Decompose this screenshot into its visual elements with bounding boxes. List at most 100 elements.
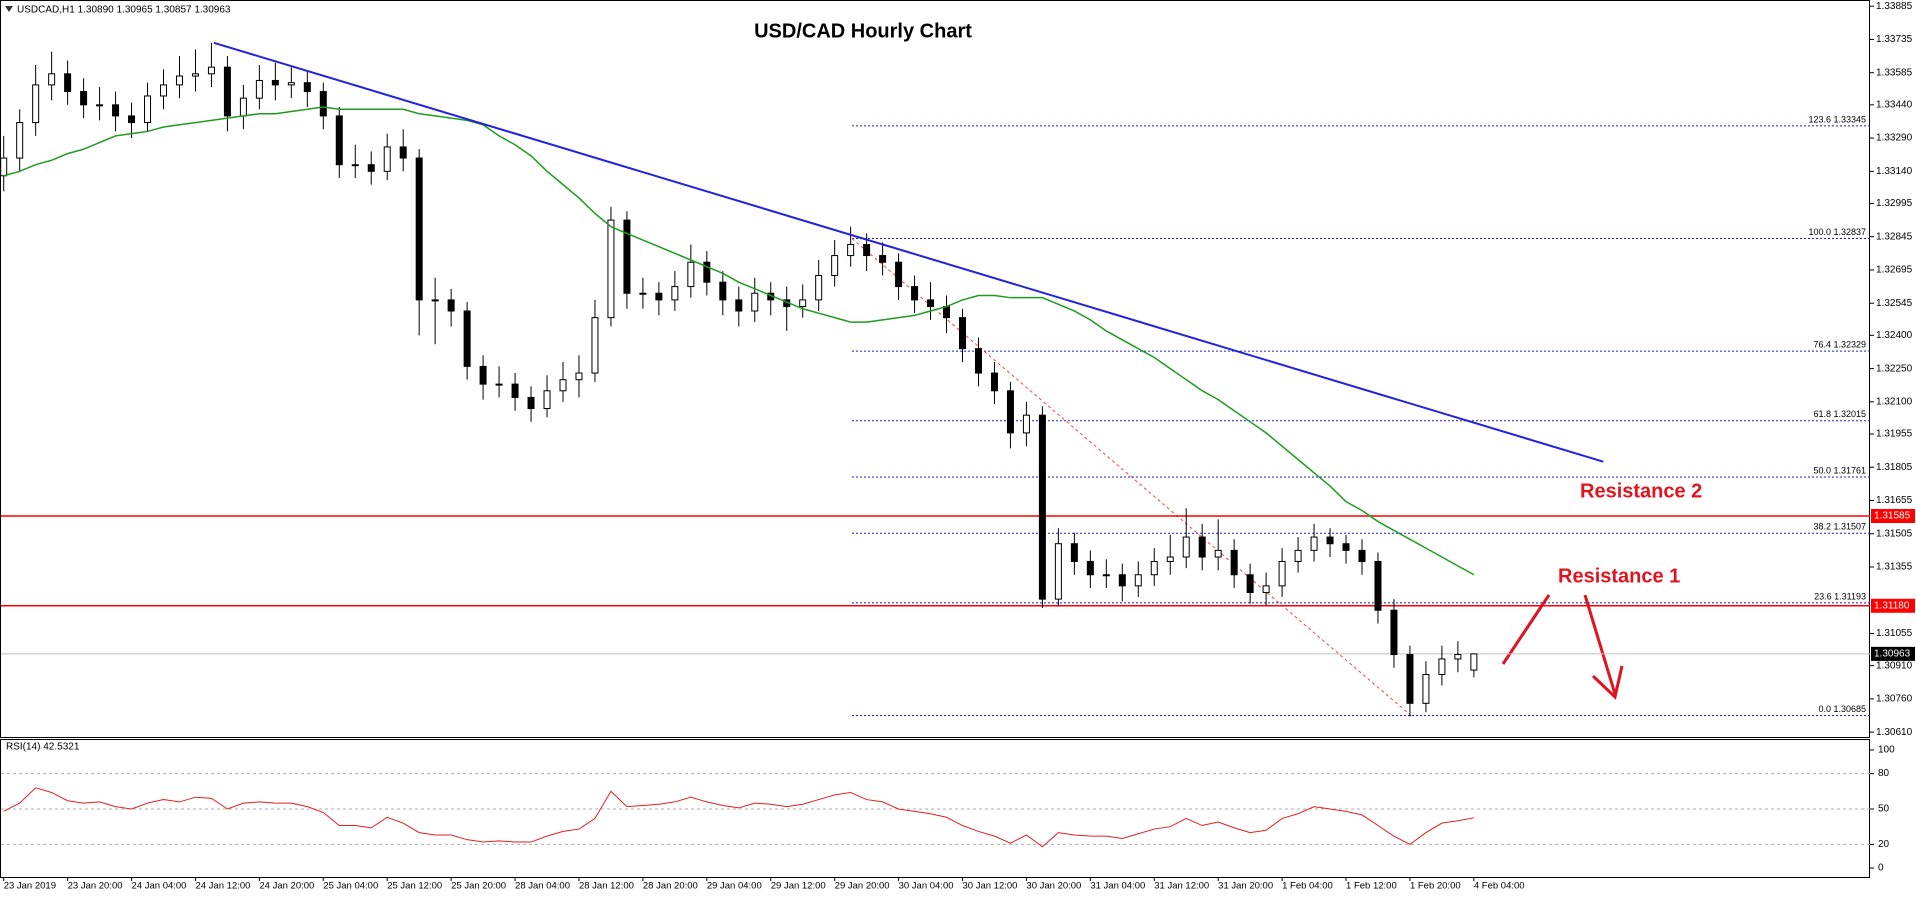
y-tick-label: 1.30910 (1876, 660, 1913, 671)
candle-body (1374, 560, 1382, 611)
candle-body (1246, 574, 1254, 593)
y-tick-label: 1.30610 (1876, 727, 1913, 738)
y-tick-label: 1.32400 (1876, 330, 1913, 341)
y-tick-label: 1.33140 (1876, 166, 1913, 177)
candle-body (383, 146, 391, 172)
candle-body (1294, 549, 1302, 562)
candle-body (639, 292, 647, 295)
y-tick-label: 1.33585 (1876, 67, 1913, 78)
candle-body (399, 146, 407, 159)
candle-body (511, 383, 519, 398)
candle-body (495, 383, 503, 386)
x-tick-label: 4 Feb 04:00 (1474, 881, 1525, 892)
fib-label: 61.8 1.32015 (1813, 409, 1866, 419)
candle-body (671, 286, 679, 301)
candle-body (223, 66, 231, 117)
candle-body (959, 317, 966, 350)
candle-body (831, 255, 839, 277)
candle-body (303, 82, 311, 93)
candle-body (1150, 560, 1158, 576)
annotation: Resistance 1 (1558, 565, 1680, 587)
chart-header: USDCAD,H1 1.30890 1.30965 1.30857 1.3096… (17, 5, 231, 16)
x-tick-label: 29 Jan 12:00 (771, 881, 826, 892)
y-tick-label: 1.31655 (1876, 495, 1913, 506)
candle-body (719, 281, 727, 301)
x-tick-label: 30 Jan 04:00 (899, 881, 954, 892)
candle-body (1326, 536, 1334, 545)
fib-label: 76.4 1.32329 (1813, 339, 1866, 349)
y-tick-label: 1.31955 (1876, 429, 1913, 440)
x-tick-label: 30 Jan 20:00 (1026, 881, 1081, 892)
candle-body (799, 299, 807, 308)
candle-body (96, 104, 104, 107)
candle-body (1438, 658, 1446, 675)
x-tick-label: 25 Jan 04:00 (323, 881, 378, 892)
candle-body (927, 299, 935, 308)
rsi-panel (0, 739, 1870, 878)
candle-body (1070, 543, 1078, 562)
candle-body (415, 157, 423, 301)
y-tick-label: 1.33440 (1876, 99, 1913, 110)
candle-body (319, 91, 327, 117)
x-tick-label: 29 Jan 04:00 (707, 881, 762, 892)
candle-body (943, 306, 951, 319)
candle-body (16, 122, 24, 159)
y-tick-label: 1.33735 (1876, 34, 1913, 45)
candle-body (607, 219, 615, 319)
price-label-box (1871, 646, 1915, 661)
trend-line (213, 41, 1604, 463)
candle-body (1470, 653, 1478, 671)
rsi-tick-label: 20 (1878, 839, 1890, 850)
arrows (1501, 594, 1624, 700)
candle-body (479, 365, 487, 385)
x-tick-label: 31 Jan 04:00 (1090, 881, 1145, 892)
candle-body (1054, 543, 1062, 600)
candle-body (1454, 654, 1462, 660)
y-tick-label: 1.32845 (1876, 231, 1913, 242)
y-tick-label: 1.31355 (1876, 562, 1913, 573)
candle-body (463, 310, 471, 367)
x-tick-label: 1 Feb 04:00 (1282, 881, 1333, 892)
candle-body (351, 164, 359, 167)
x-tick-label: 24 Jan 20:00 (259, 881, 314, 892)
y-tick-label: 1.32545 (1876, 298, 1913, 309)
candle-body (623, 219, 631, 294)
candle-body (64, 73, 72, 93)
symbol-icon (5, 6, 13, 12)
candle-body (1086, 560, 1094, 576)
candle-body (1182, 536, 1190, 558)
candle-body (160, 84, 167, 97)
candle-body (431, 299, 439, 302)
candle-body (1230, 549, 1238, 576)
candle-body (543, 390, 551, 410)
candle-body (863, 243, 871, 257)
candle-body (1262, 585, 1270, 593)
rsi-tick-label: 50 (1878, 804, 1890, 815)
fib-label: 123.6 1.33345 (1808, 114, 1866, 124)
x-tick-label: 31 Jan 12:00 (1154, 881, 1209, 892)
y-tick-label: 1.31055 (1876, 628, 1913, 639)
candle-body (527, 396, 535, 410)
candle-body (911, 286, 919, 301)
rsi-tick-label: 80 (1878, 768, 1890, 779)
candle-body (1134, 574, 1142, 587)
fib-label: 100.0 1.32837 (1808, 227, 1866, 237)
candle-body (1102, 574, 1110, 577)
x-tick-label: 31 Jan 20:00 (1218, 881, 1273, 892)
candle-body (559, 379, 567, 392)
candle-body (1390, 609, 1398, 656)
candle-body (1310, 536, 1318, 551)
candle-body (1422, 673, 1430, 704)
candle-body (1198, 536, 1206, 558)
candle-body (974, 348, 982, 374)
candle-body (655, 292, 663, 301)
price-panel (0, 0, 1870, 738)
y-tick-label: 1.30760 (1876, 694, 1913, 705)
price-label: 1.31180 (1874, 600, 1910, 611)
fib-label: 0.0 1.30685 (1818, 704, 1866, 714)
rsi-tick-label: 100 (1878, 745, 1895, 756)
fib-label: 50.0 1.31761 (1813, 465, 1866, 475)
x-tick-label: 1 Feb 20:00 (1410, 881, 1461, 892)
candle-body (1038, 414, 1046, 600)
candle-body (591, 317, 599, 374)
